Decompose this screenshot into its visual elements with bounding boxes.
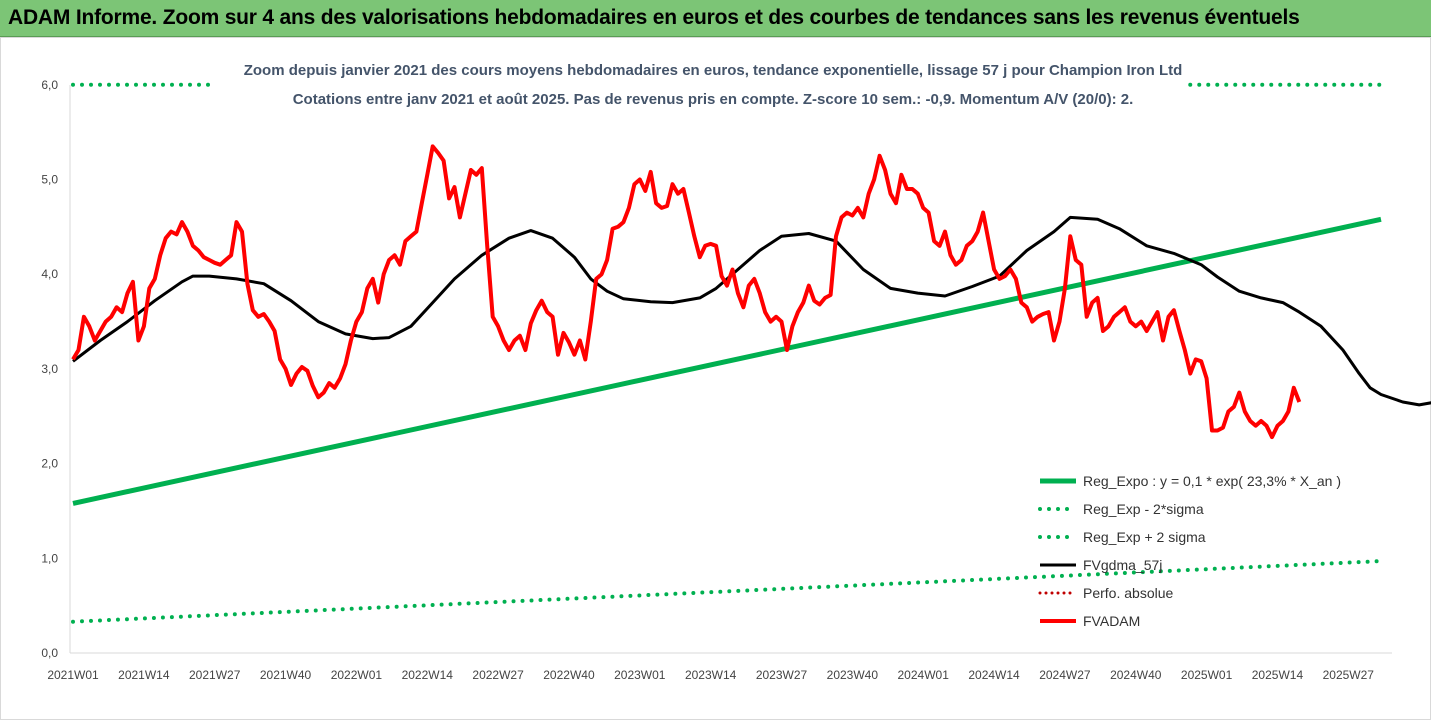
y-tick-label: 4,0 xyxy=(41,267,58,281)
y-tick-label: 5,0 xyxy=(41,173,58,187)
legend-label: Reg_Exp + 2 sigma xyxy=(1083,529,1206,545)
fvgdma-57j-line xyxy=(72,215,1431,407)
x-tick-label: 2025W01 xyxy=(1181,668,1233,682)
legend: Reg_Expo : y = 0,1 * exp( 23,3% * X_an )… xyxy=(1038,473,1341,629)
chart: Zoom depuis janvier 2021 des cours moyen… xyxy=(0,37,1431,720)
x-tick-label: 2021W14 xyxy=(118,668,170,682)
legend-label: Reg_Expo : y = 0,1 * exp( 23,3% * X_an ) xyxy=(1083,473,1341,489)
x-tick-label: 2024W01 xyxy=(898,668,950,682)
x-tick-label: 2022W14 xyxy=(402,668,454,682)
plot-area xyxy=(71,82,1431,624)
x-tick-label: 2022W27 xyxy=(472,668,524,682)
y-tick-label: 6,0 xyxy=(41,78,58,92)
legend-label: Reg_Exp - 2*sigma xyxy=(1083,501,1204,517)
y-tick-label: 1,0 xyxy=(41,551,58,565)
x-tick-label: 2021W40 xyxy=(260,668,312,682)
x-tick-label: 2021W27 xyxy=(189,668,241,682)
x-tick-label: 2023W14 xyxy=(685,668,737,682)
legend-label: FVADAM xyxy=(1083,613,1140,629)
x-tick-label: 2023W27 xyxy=(756,668,808,682)
legend-label: FVgdma_57j xyxy=(1083,557,1162,573)
x-tick-label: 2025W14 xyxy=(1252,668,1304,682)
chart-frame xyxy=(0,37,1431,720)
x-tick-label: 2025W27 xyxy=(1323,668,1375,682)
y-tick-labels: 0,0 1,0 2,0 3,0 4,0 5,0 6,0 xyxy=(41,78,58,660)
chart-title: Zoom depuis janvier 2021 des cours moyen… xyxy=(244,62,1183,79)
x-tick-label: 2024W40 xyxy=(1110,668,1162,682)
y-tick-label: 2,0 xyxy=(41,457,58,471)
x-tick-label: 2021W01 xyxy=(47,668,99,682)
x-tick-labels: 2021W01 2021W14 2021W27 2021W40 2022W01 2022W… xyxy=(47,668,1374,682)
report-header: ADAM Informe. Zoom sur 4 ans des valoris… xyxy=(0,0,1431,37)
y-tick-label: 0,0 xyxy=(41,646,58,660)
x-tick-label: 2023W40 xyxy=(827,668,879,682)
x-tick-label: 2022W01 xyxy=(331,668,383,682)
legend-label: Perfo. absolue xyxy=(1083,585,1173,601)
report-title: ADAM Informe. Zoom sur 4 ans des valoris… xyxy=(8,6,1300,29)
x-tick-label: 2022W40 xyxy=(543,668,595,682)
x-tick-label: 2024W14 xyxy=(968,668,1020,682)
reg-expo-line xyxy=(72,216,1382,506)
x-tick-label: 2024W27 xyxy=(1039,668,1091,682)
x-tick-label: 2023W01 xyxy=(614,668,666,682)
chart-subtitle: Cotations entre janv 2021 et août 2025. … xyxy=(293,91,1134,108)
fvadam-line xyxy=(71,144,1302,440)
y-tick-label: 3,0 xyxy=(41,362,58,376)
